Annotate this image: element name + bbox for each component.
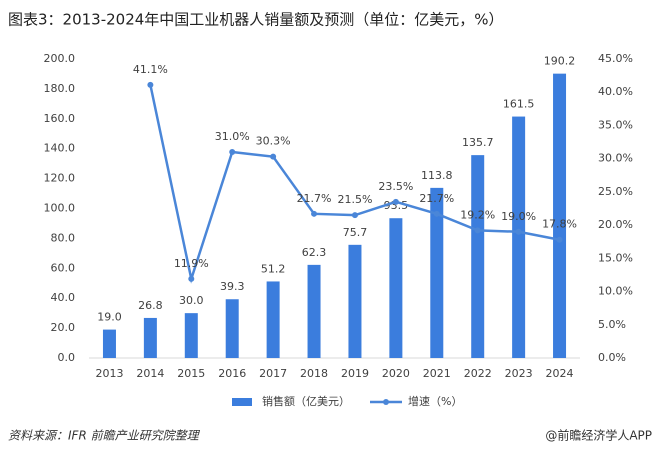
y-tick-label: 40.0 (51, 291, 76, 304)
x-tick-label: 2023 (505, 367, 533, 380)
y2-tick-label: 10.0% (598, 285, 633, 298)
bar (430, 187, 444, 358)
bar-value-label: 30.0 (179, 294, 204, 307)
line-point (147, 81, 154, 88)
x-tick-label: 2014 (136, 367, 164, 380)
y2-tick-label: 40.0% (598, 85, 633, 98)
line-point (474, 227, 481, 234)
y2-tick-label: 25.0% (598, 185, 633, 198)
line-value-label: 21.7% (297, 192, 332, 205)
line-point (556, 236, 563, 243)
bar (102, 329, 116, 358)
x-tick-label: 2015 (177, 367, 205, 380)
line-value-label: 11.9% (174, 257, 209, 270)
y2-tick-label: 30.0% (598, 152, 633, 165)
legend-label: 增速（%） (408, 394, 462, 408)
line-value-label: 41.1% (133, 63, 168, 76)
x-tick-label: 2024 (546, 367, 574, 380)
x-tick-label: 2022 (464, 367, 492, 380)
line-value-label: 21.7% (419, 192, 454, 205)
y-tick-label: 180.0 (44, 82, 76, 95)
bar-value-label: 26.8 (138, 299, 163, 312)
y2-tick-label: 0.0% (598, 351, 626, 364)
y2-tick-label: 35.0% (598, 118, 633, 131)
bar (512, 116, 526, 359)
line-point (270, 153, 277, 160)
x-tick-label: 2020 (382, 367, 410, 380)
line-point (311, 210, 318, 217)
bar (184, 313, 198, 358)
y-tick-label: 160.0 (44, 112, 76, 125)
bar-value-label: 75.7 (343, 226, 368, 239)
bar (143, 317, 157, 358)
bar (471, 155, 485, 358)
line-value-label: 21.5% (337, 193, 372, 206)
bar (225, 299, 239, 358)
bar-value-label: 62.3 (302, 246, 327, 259)
bar-value-label: 190.2 (544, 55, 576, 68)
y-tick-label: 20.0 (51, 321, 76, 334)
line-value-label: 17.8% (542, 218, 577, 231)
line-point (351, 212, 358, 219)
y2-tick-label: 45.0% (598, 52, 633, 65)
y-tick-label: 100.0 (44, 202, 76, 215)
bar-value-label: 135.7 (462, 136, 494, 149)
bar-value-label: 51.2 (261, 262, 286, 275)
bar (348, 244, 362, 358)
bar-value-label: 113.8 (421, 169, 453, 182)
bar (553, 73, 567, 358)
bar (266, 281, 280, 358)
source: 资料来源：IFR 前瞻产业研究院整理 (8, 429, 201, 443)
line-value-label: 19.2% (460, 208, 495, 221)
line-value-label: 23.5% (378, 180, 413, 193)
y2-tick-label: 20.0% (598, 218, 633, 231)
y-tick-label: 140.0 (44, 142, 76, 155)
y-tick-label: 0.0 (58, 351, 76, 364)
bar-value-label: 39.3 (220, 280, 245, 293)
y2-tick-label: 5.0% (598, 318, 626, 331)
line-value-label: 30.3% (256, 135, 291, 148)
x-tick-label: 2021 (423, 367, 451, 380)
line-value-label: 19.0% (501, 210, 536, 223)
credit: @前瞻经济学人APP (545, 428, 652, 443)
line-point (392, 198, 399, 205)
x-tick-label: 2018 (300, 367, 328, 380)
bar (307, 264, 321, 358)
y-tick-label: 120.0 (44, 172, 76, 185)
x-tick-label: 2013 (95, 367, 123, 380)
line-point (188, 275, 195, 282)
y2-tick-label: 15.0% (598, 251, 633, 264)
line-point (515, 228, 522, 235)
x-tick-label: 2016 (218, 367, 246, 380)
line-point (229, 149, 236, 156)
bar (389, 218, 403, 358)
legend-label: 销售额（亿美元） (262, 394, 350, 408)
x-tick-label: 2017 (259, 367, 287, 380)
bar-value-label: 19.0 (97, 311, 122, 324)
y-tick-label: 200.0 (44, 52, 76, 65)
y-tick-label: 60.0 (51, 261, 76, 274)
bar-value-label: 161.5 (503, 98, 535, 111)
legend-swatch (232, 398, 252, 406)
line-value-label: 31.0% (215, 130, 250, 143)
x-tick-label: 2019 (341, 367, 369, 380)
chart-title: 图表3：2013-2024年中国工业机器人销量额及预测（单位：亿美元，%） (8, 11, 504, 29)
legend-swatch (383, 399, 389, 405)
line-point (433, 210, 440, 217)
y-tick-label: 80.0 (51, 231, 76, 244)
